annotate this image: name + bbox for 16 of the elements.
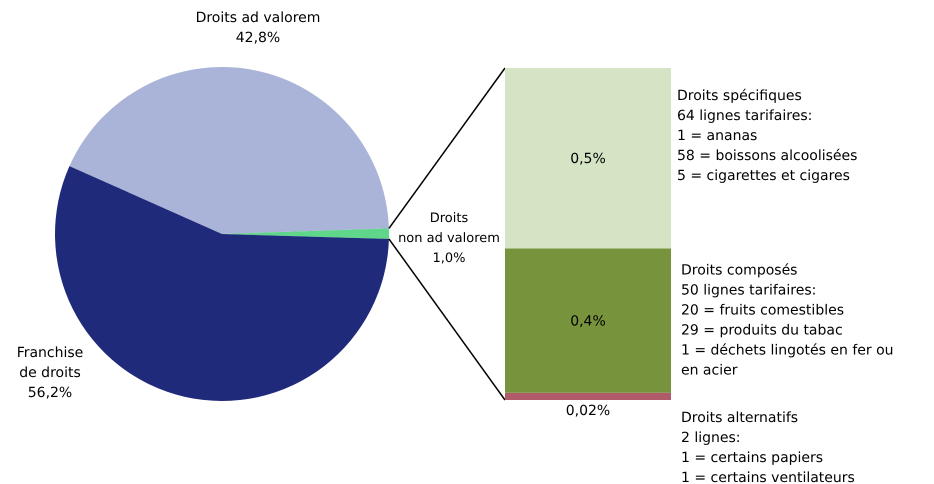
series-label: Droits composés: [681, 262, 802, 278]
text: 2 lignes: 1 = certains papiers 1 = certains ventilateurs: [681, 430, 855, 484]
data-label: 0,02%: [566, 403, 610, 419]
data-label: 42,8%: [236, 30, 280, 46]
text: 64 lignes tarifaires: 1 = ananas 58 = boissons alcoolisées 5 = cigarettes et cigares: [677, 108, 858, 184]
slice-label: Franchise de droits: [16, 345, 84, 381]
data-label: 0,5%: [570, 151, 606, 168]
series-label: Droits spécifiques: [677, 88, 802, 104]
data-label: 56,2%: [28, 385, 72, 401]
pie-slice: [69, 67, 389, 234]
data-label: 0,4%: [570, 314, 606, 330]
text: 50 lignes tarifaires: 20 = fruits comestibles 29 = produits du tabac 1 = déchets lingotés en fer ou en acier: [681, 282, 894, 378]
data-label: 1,0%: [432, 251, 466, 266]
series-label: Droits alternatifs: [681, 410, 798, 426]
slice-label: Droits non ad valorem: [398, 211, 500, 246]
slice-label: Droits ad valorem: [196, 10, 320, 26]
